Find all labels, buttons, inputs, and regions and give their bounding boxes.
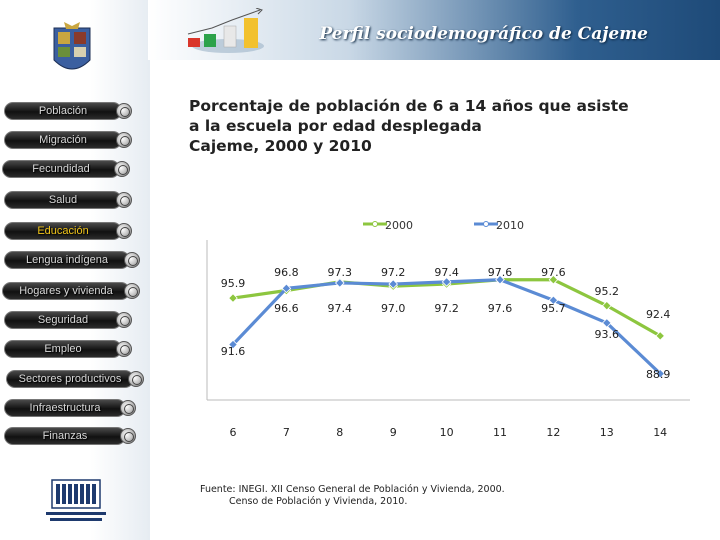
sidebar-item-label: Infraestructura — [29, 402, 101, 414]
x-tick-label-9: 9 — [390, 426, 397, 439]
sidebar-knob-icon[interactable] — [128, 371, 144, 387]
legend-label-2000: 2000 — [385, 219, 413, 232]
chart-title-line-2: a la escuela por edad desplegada — [189, 117, 482, 135]
sidebar-item-label: Fecundidad — [32, 163, 90, 175]
sidebar-item-label: Sectores productivos — [18, 373, 122, 385]
data-point-2010-11 — [495, 274, 505, 285]
footnote: Fuente: INEGI. XII Censo General de Pobl… — [200, 484, 505, 508]
sidebar-item-población[interactable]: Población — [4, 102, 122, 120]
data-label-2010-6: 91.6 — [221, 345, 246, 358]
data-point-2010-7 — [281, 283, 292, 294]
x-tick-label-11: 11 — [493, 426, 507, 439]
sidebar-item-label: Salud — [48, 194, 78, 206]
sidebar-item-label: Migración — [39, 134, 87, 146]
data-point-2010-6 — [228, 339, 238, 350]
x-tick-label-8: 8 — [336, 426, 343, 439]
x-tick-label-14: 14 — [653, 426, 667, 439]
x-tick-label-7: 7 — [283, 426, 290, 439]
sidebar-knob-icon[interactable] — [116, 103, 132, 119]
sidebar-item-infraestructura[interactable]: Infraestructura — [4, 399, 126, 417]
municipal-coat-of-arms-icon — [53, 22, 91, 70]
x-tick-label-6: 6 — [230, 426, 237, 439]
data-label-2010-13: 93.6 — [595, 328, 620, 341]
x-tick-label-13: 13 — [600, 426, 614, 439]
data-point-2010-8 — [334, 278, 345, 288]
sidebar-item-seguridad[interactable]: Seguridad — [4, 311, 122, 329]
sidebar-item-label: Finanzas — [42, 430, 88, 442]
footnote-line-2: Censo de Población y Vivienda, 2010. — [229, 496, 408, 507]
sidebar-knob-icon[interactable] — [124, 283, 140, 299]
sidebar-item-label: Hogares y vivienda — [19, 285, 113, 297]
data-label-2000-12: 97.6 — [541, 266, 566, 279]
chart-title-line-3: Cajeme, 2000 y 2010 — [189, 137, 372, 155]
sidebar-knob-icon[interactable] — [116, 223, 132, 239]
data-label-2010-7: 96.8 — [274, 266, 299, 279]
data-point-2010-10 — [441, 277, 452, 287]
data-point-2010-12 — [548, 295, 559, 306]
legend-marker-2010 — [483, 221, 489, 227]
legend-label-2010: 2010 — [496, 219, 524, 232]
sidebar-item-finanzas[interactable]: Finanzas — [4, 427, 126, 445]
data-label-2000-8: 97.4 — [328, 302, 353, 315]
data-label-2010-9: 97.2 — [381, 266, 406, 279]
sidebar-knob-icon[interactable] — [116, 341, 132, 357]
data-point-2010-14 — [655, 368, 666, 379]
data-label-2010-10: 97.4 — [434, 266, 459, 279]
data-point-2000-13 — [601, 300, 612, 311]
legend-marker-2000 — [372, 221, 378, 227]
data-label-2000-9: 97.0 — [381, 302, 406, 315]
sidebar-knob-icon[interactable] — [114, 161, 130, 177]
data-point-2000-14 — [655, 331, 666, 341]
bar-chart-logo-icon — [187, 8, 264, 53]
data-label-2010-11: 97.6 — [488, 266, 513, 279]
data-point-2000-6 — [228, 293, 238, 303]
sidebar-item-label: Educación — [37, 225, 89, 237]
data-label-2000-6: 95.9 — [221, 277, 246, 290]
sidebar-knob-icon[interactable] — [116, 192, 132, 208]
sidebar-item-fecundidad[interactable]: Fecundidad — [2, 160, 120, 178]
data-point-2010-9 — [388, 279, 399, 289]
data-point-2000-12 — [548, 274, 559, 285]
sidebar-item-label: Seguridad — [37, 314, 89, 326]
data-label-2000-14: 92.4 — [646, 308, 671, 321]
sidebar-knob-icon[interactable] — [120, 400, 136, 416]
sidebar-item-educación[interactable]: Educación — [4, 222, 122, 240]
sidebar-item-empleo[interactable]: Empleo — [4, 340, 122, 358]
data-label-2000-11: 97.6 — [488, 302, 513, 315]
sidebar-knob-icon[interactable] — [116, 312, 132, 328]
x-tick-label-10: 10 — [440, 426, 454, 439]
sidebar-item-sectores-productivos[interactable]: Sectores productivos — [6, 370, 134, 388]
sidebar-knob-icon[interactable] — [116, 132, 132, 148]
data-label-2010-14: 88.9 — [646, 368, 671, 381]
data-label-2000-7: 96.6 — [274, 302, 299, 315]
data-label-2000-10: 97.2 — [434, 302, 459, 315]
page-title: Perfil sociodemográfico de Cajeme — [319, 24, 648, 44]
data-label-2010-8: 97.3 — [328, 266, 353, 279]
sidebar-item-salud[interactable]: Salud — [4, 191, 122, 209]
sidebar-knob-icon[interactable] — [124, 252, 140, 268]
sidebar-item-hogares-y-vivienda[interactable]: Hogares y vivienda — [2, 282, 130, 300]
sidebar-item-label: Lengua indígena — [26, 254, 108, 266]
inegi-logo-icon — [46, 479, 106, 521]
data-label-2010-12: 95.7 — [541, 302, 566, 315]
sidebar-item-label: Población — [38, 105, 88, 117]
sidebar-item-migración[interactable]: Migración — [4, 131, 122, 149]
x-tick-label-12: 12 — [546, 426, 560, 439]
chart-title: Porcentaje de población de 6 a 14 años q… — [189, 96, 629, 156]
chart-title-line-1: Porcentaje de población de 6 a 14 años q… — [189, 97, 629, 115]
sidebar-item-lengua-indígena[interactable]: Lengua indígena — [4, 251, 130, 269]
sidebar — [0, 0, 150, 540]
data-point-2010-13 — [601, 318, 612, 328]
sidebar-knob-icon[interactable] — [120, 428, 136, 444]
data-label-2000-13: 95.2 — [595, 285, 620, 298]
sidebar-item-label: Empleo — [44, 343, 82, 355]
footnote-line-1: Fuente: INEGI. XII Censo General de Pobl… — [200, 484, 505, 495]
